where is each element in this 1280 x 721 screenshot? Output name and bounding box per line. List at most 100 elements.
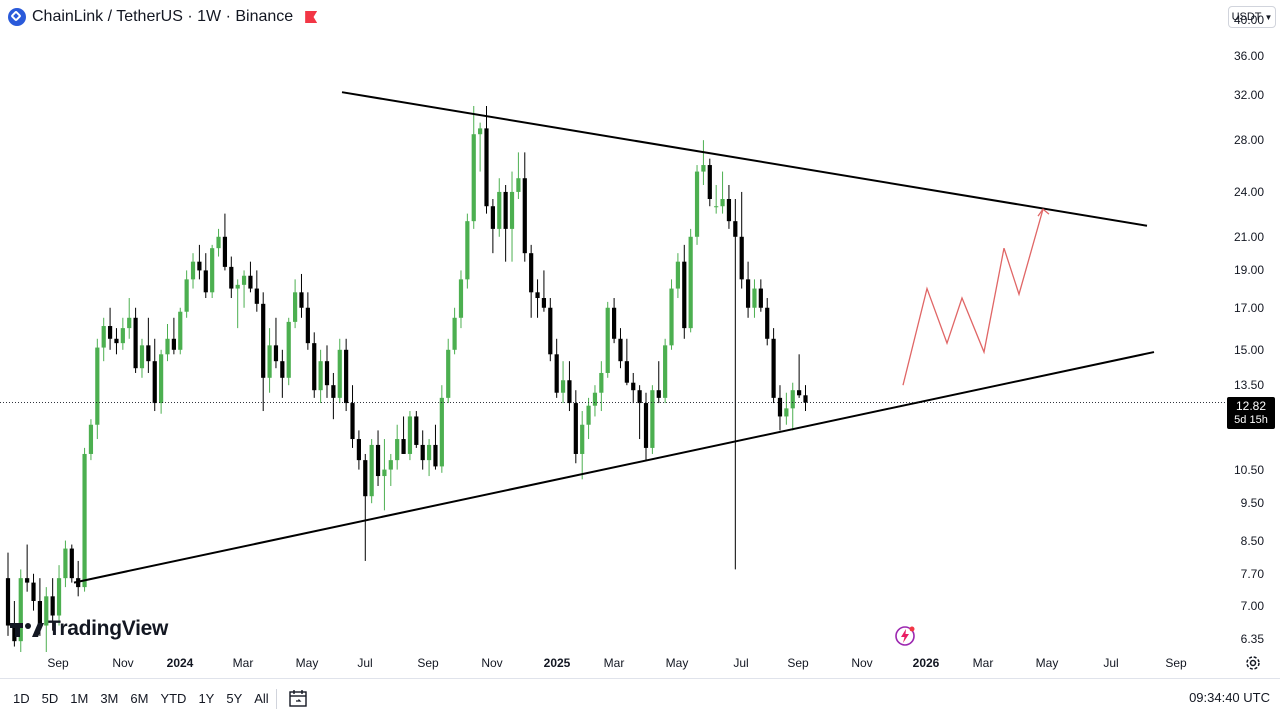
candle-body bbox=[114, 338, 119, 344]
bottom-toolbar: 1D 5D 1M 3M 6M YTD 1Y 5Y All 09:34:40 UTC bbox=[0, 678, 1280, 721]
price-tick-label: 7.70 bbox=[1240, 566, 1264, 581]
candle-body bbox=[580, 424, 585, 454]
candle-body bbox=[222, 236, 228, 267]
tradingview-logo[interactable]: TradingView bbox=[10, 617, 168, 641]
calendar-icon[interactable] bbox=[288, 688, 310, 708]
candle-body bbox=[560, 380, 566, 393]
candle-body bbox=[241, 275, 247, 285]
candle-body bbox=[69, 548, 74, 579]
time-tick-label: Jul bbox=[1103, 656, 1119, 670]
candle-body bbox=[771, 338, 776, 398]
candle-body bbox=[88, 424, 94, 454]
candle-body bbox=[592, 392, 598, 406]
candle-body bbox=[624, 361, 629, 383]
time-tick-label: 2025 bbox=[543, 656, 571, 670]
time-tick-label: Nov bbox=[481, 656, 503, 670]
candle-body bbox=[395, 439, 400, 461]
candle-body bbox=[433, 444, 438, 467]
candle-body bbox=[765, 307, 770, 339]
candle-body bbox=[63, 548, 68, 579]
candle-body bbox=[599, 372, 604, 393]
gear-icon[interactable] bbox=[1244, 654, 1262, 672]
symbol-title[interactable]: ChainLink / TetherUS · 1W · Binance bbox=[32, 8, 294, 25]
candle-body bbox=[203, 270, 208, 293]
range-button-6m[interactable]: 6M bbox=[130, 691, 149, 706]
candle-body bbox=[229, 266, 234, 289]
candle-body bbox=[726, 199, 732, 222]
range-button-5d[interactable]: 5D bbox=[41, 691, 59, 706]
candle-body bbox=[248, 275, 253, 289]
candle-body bbox=[363, 460, 368, 497]
candle-body bbox=[286, 321, 291, 378]
candlestick-chart[interactable] bbox=[0, 0, 1226, 652]
candle-body bbox=[216, 236, 221, 249]
flag-icon[interactable] bbox=[305, 11, 318, 23]
time-tick-label: Jul bbox=[733, 656, 749, 670]
candle-body bbox=[159, 354, 164, 404]
range-button-1m[interactable]: 1M bbox=[70, 691, 89, 706]
range-button-5y[interactable]: 5Y bbox=[226, 691, 243, 706]
candle-body bbox=[139, 345, 145, 369]
range-button-ytd[interactable]: YTD bbox=[160, 691, 187, 706]
candle-body bbox=[267, 345, 272, 378]
range-button-3m[interactable]: 3M bbox=[100, 691, 119, 706]
price-tick-label: 8.50 bbox=[1240, 533, 1264, 548]
price-axis[interactable]: 40.00 36.00 32.00 28.00 24.00 21.00 19.00 17.00… bbox=[1226, 0, 1280, 655]
range-button-1y[interactable]: 1Y bbox=[198, 691, 215, 706]
candle-body bbox=[503, 191, 508, 229]
candle-body bbox=[146, 345, 151, 362]
candle-body bbox=[312, 343, 317, 391]
time-tick-label: Mar bbox=[232, 656, 254, 670]
candle-body bbox=[541, 298, 547, 308]
time-tick-label: May bbox=[665, 656, 689, 670]
resistance-trendline bbox=[341, 91, 1148, 227]
candle-body bbox=[401, 439, 406, 454]
candle-body bbox=[12, 625, 17, 642]
candle-body bbox=[497, 191, 502, 229]
utc-clock[interactable]: 09:34:40 UTC bbox=[1189, 690, 1270, 705]
candle-body bbox=[707, 165, 712, 200]
candle-body bbox=[790, 390, 795, 409]
candle-body bbox=[414, 416, 419, 445]
price-tick-label: 7.00 bbox=[1240, 598, 1264, 613]
candle-body bbox=[656, 390, 661, 398]
candle-body bbox=[95, 347, 100, 425]
candle-body bbox=[420, 444, 425, 461]
last-price: 12.82 bbox=[1235, 399, 1267, 413]
candle-body bbox=[777, 397, 783, 417]
candle-body bbox=[254, 288, 259, 304]
time-axis[interactable]: Sep Nov 2024 Mar May Jul Sep Nov 2025 Mar May Jul Se… bbox=[0, 652, 1226, 674]
candle-body bbox=[184, 279, 189, 312]
currency-selector[interactable]: USDT ▼ bbox=[1228, 6, 1276, 28]
time-tick-label: Jul bbox=[357, 656, 373, 670]
candle-body bbox=[407, 416, 413, 454]
support-trendline bbox=[73, 351, 1155, 584]
candle-body bbox=[803, 395, 808, 403]
candle-body bbox=[701, 165, 706, 172]
range-button-all[interactable]: All bbox=[254, 691, 269, 706]
range-button-1d[interactable]: 1D bbox=[13, 691, 30, 706]
candle-body bbox=[382, 469, 387, 477]
candle-body bbox=[714, 206, 719, 208]
chainlink-logo-icon bbox=[8, 8, 26, 26]
candle-body bbox=[197, 261, 202, 271]
price-tick-label: 15.00 bbox=[1233, 342, 1264, 357]
candle-body bbox=[650, 390, 655, 448]
candle-body bbox=[331, 385, 336, 398]
projection-path bbox=[902, 208, 1044, 386]
candle-body bbox=[426, 444, 432, 461]
candle-body bbox=[643, 403, 649, 448]
candle-body bbox=[165, 338, 170, 355]
price-tick-label: 32.00 bbox=[1233, 88, 1264, 103]
candle-body bbox=[458, 279, 464, 318]
candle-body bbox=[516, 178, 521, 192]
candle-body bbox=[337, 349, 342, 398]
candle-body bbox=[586, 405, 591, 425]
candle-body bbox=[31, 582, 36, 602]
chevron-down-icon: ▼ bbox=[1264, 12, 1273, 22]
lightning-icon[interactable] bbox=[894, 625, 916, 647]
candle-body bbox=[471, 134, 476, 222]
candle-body bbox=[637, 390, 642, 404]
time-tick-label: Sep bbox=[47, 656, 69, 670]
candle-body bbox=[548, 307, 553, 355]
